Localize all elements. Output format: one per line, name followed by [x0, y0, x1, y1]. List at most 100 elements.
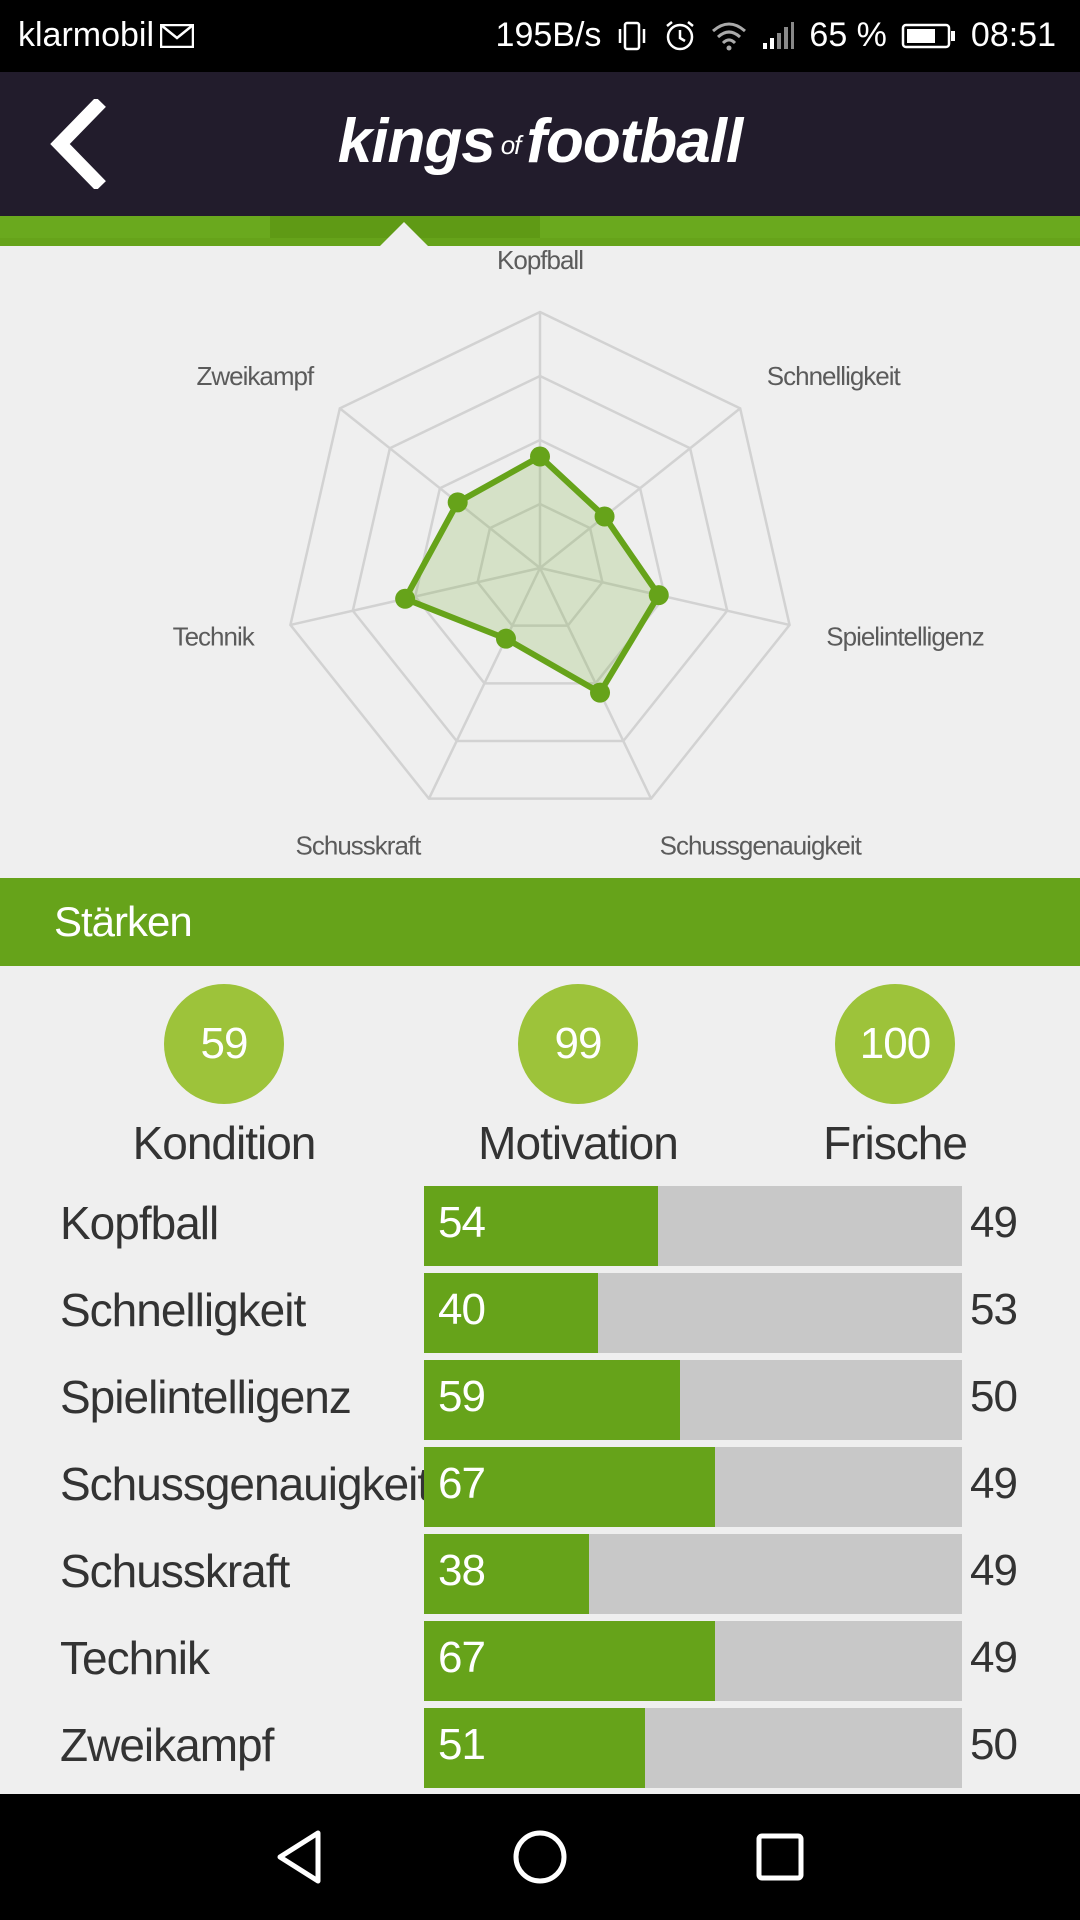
radar-axis-label: Zweikampf [196, 361, 314, 391]
carrier-name: klarmobil [18, 16, 155, 54]
nav-back-button[interactable] [265, 1822, 335, 1892]
skill-bar-fill [424, 1708, 646, 1788]
skill-row-schusskraft: Schusskraft 38 49 [0, 1534, 1080, 1614]
stat-motivation: 99 Motivation [428, 984, 728, 1170]
skill-bar-track: 67 [424, 1447, 962, 1527]
skill-bar-fill [424, 1360, 681, 1440]
section-header: Stärken [0, 878, 1080, 966]
app-header: kings offootball [0, 72, 1080, 216]
skill-bar-fill [424, 1621, 715, 1701]
stat-kondition: 59 Kondition [74, 984, 374, 1170]
skill-row-spielintelligenz: Spielintelligenz 59 50 [0, 1360, 1080, 1440]
skill-name: Zweikampf [60, 1719, 274, 1771]
radar-axis-line [539, 407, 741, 569]
network-speed: 195B/s [495, 16, 602, 54]
skill-name: Kopfball [60, 1197, 219, 1249]
radar-axis-label: Kopfball [497, 246, 583, 275]
triangle-back-icon [277, 1830, 321, 1884]
system-nav-bar [0, 1794, 1080, 1920]
skill-row-kopfball: Kopfball 54 49 [0, 1186, 1080, 1266]
signal-icon [761, 21, 795, 51]
circle-home-icon [513, 1830, 567, 1884]
wifi-icon [711, 21, 747, 51]
skill-bar-track: 54 [424, 1186, 962, 1266]
status-bar: klarmobil 195B/s 65 % 08:51 [0, 0, 1080, 72]
radar-grid-ring [476, 502, 604, 627]
skill-value: 38 [438, 1546, 486, 1595]
stat-value-circle: 100 [835, 984, 955, 1104]
skill-bar-track: 38 [424, 1534, 962, 1614]
radar-point [648, 585, 669, 606]
radar-axis-label: Schussgenauigkeit [660, 830, 863, 860]
tab-strip [0, 216, 1080, 246]
active-tab-indicator [380, 222, 428, 246]
skill-name: Spielintelligenz [60, 1371, 352, 1423]
skill-bar-fill [424, 1534, 589, 1614]
skill-compare-value: 53 [970, 1285, 1018, 1334]
battery-percent: 65 % [809, 16, 887, 54]
skill-compare-value: 50 [970, 1372, 1018, 1421]
skill-compare-value: 49 [970, 1633, 1018, 1682]
radar-axis-label: Technik [173, 622, 256, 652]
skill-row-schussgenauigkeit: Schussgenauigkeit 67 49 [0, 1447, 1080, 1527]
skill-compare-value: 49 [970, 1546, 1018, 1595]
radar-point [530, 446, 550, 467]
skill-bar-track: 59 [424, 1360, 962, 1440]
nav-recents-button[interactable] [745, 1822, 815, 1892]
app-logo: kings offootball [0, 106, 1080, 177]
skill-bar-fill [424, 1273, 598, 1353]
radar-point [495, 628, 516, 649]
tab-1[interactable] [0, 216, 270, 238]
stat-value-circle: 99 [518, 984, 638, 1104]
radar-grid-ring [413, 438, 667, 685]
radar-axis-line [538, 567, 653, 800]
skill-bar-track: 51 [424, 1708, 962, 1788]
logo-word-kings: kings [337, 107, 496, 176]
battery-icon [901, 22, 957, 50]
chevron-left-icon [50, 99, 106, 189]
skill-value: 54 [438, 1198, 486, 1247]
radar-point [590, 682, 611, 703]
clock: 08:51 [970, 16, 1056, 54]
skill-name: Technik [60, 1632, 210, 1684]
skill-row-schnelligkeit: Schnelligkeit 40 53 [0, 1273, 1080, 1353]
radar-point [447, 492, 468, 513]
stat-frische: 100 Frische [745, 984, 1045, 1170]
logo-word-football: football [526, 107, 743, 176]
skill-bar-fill [424, 1186, 659, 1266]
alarm-icon [663, 19, 697, 53]
skill-compare-value: 49 [970, 1459, 1018, 1508]
radar-grid-ring [351, 374, 729, 743]
skill-name: Schusskraft [60, 1545, 290, 1597]
logo-word-of: of [500, 130, 522, 161]
skill-name: Schussgenauigkeit [60, 1458, 430, 1510]
radar-axis-label: Schnelligkeit [767, 361, 902, 391]
stat-label: Frische [823, 1117, 968, 1169]
radar-chart: Kopfball Schnelligkeit Spielintelligenz Sch… [173, 246, 985, 860]
radar-point [395, 588, 416, 609]
skill-name: Schnelligkeit [60, 1284, 306, 1336]
square-recents-icon [756, 1833, 804, 1881]
mail-icon [160, 23, 195, 48]
skill-bar-fill [424, 1447, 715, 1527]
radar-point [594, 506, 615, 527]
skill-value: 67 [438, 1633, 486, 1682]
radar-grid-ring [289, 310, 791, 800]
stat-value-circle: 59 [164, 984, 284, 1104]
radar-axis-label: Spielintelligenz [826, 622, 983, 652]
skill-row-zweikampf: Zweikampf 51 50 [0, 1708, 1080, 1788]
skill-value: 67 [438, 1459, 486, 1508]
section-title: Stärken [54, 898, 193, 945]
skill-compare-value: 49 [970, 1198, 1018, 1247]
stat-label: Kondition [132, 1117, 317, 1169]
skill-value: 59 [438, 1372, 486, 1421]
skill-value: 51 [438, 1720, 486, 1769]
tab-3[interactable] [540, 216, 1080, 238]
nav-home-button[interactable] [505, 1822, 575, 1892]
radar-axis-line [290, 566, 541, 627]
radar-axis-line [339, 407, 541, 569]
skill-bar-track: 40 [424, 1273, 962, 1353]
skill-value: 40 [438, 1285, 486, 1334]
radar-axis-line [427, 567, 542, 800]
back-button[interactable] [28, 94, 128, 194]
